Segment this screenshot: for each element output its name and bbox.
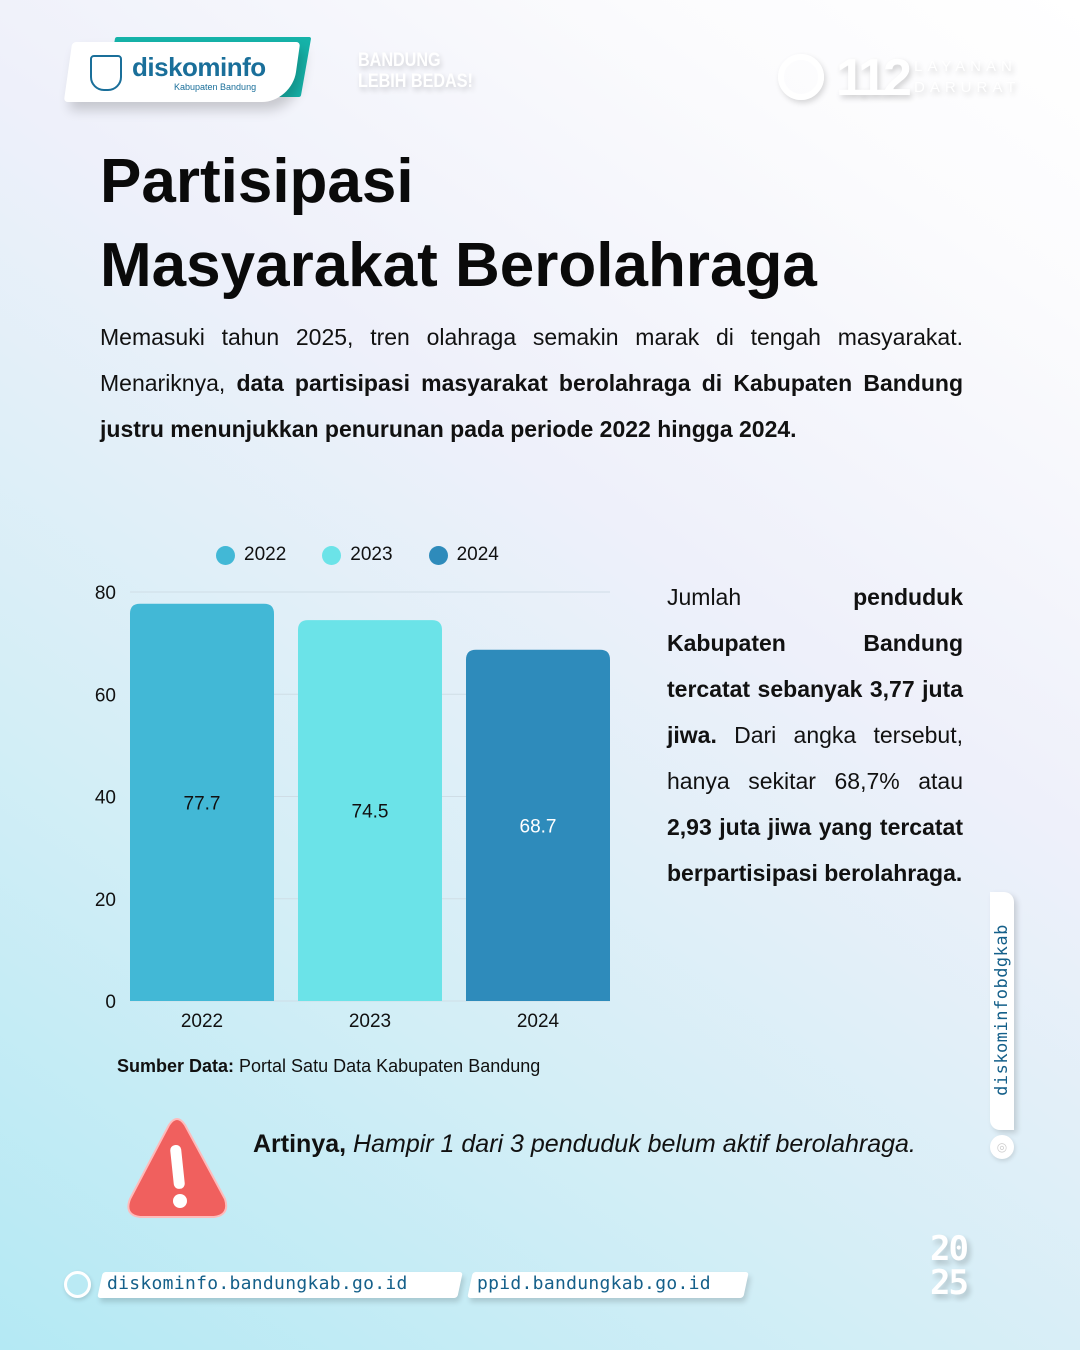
logo-sub: Kabupaten Bandung	[174, 82, 257, 92]
data-source: Sumber Data: Portal Satu Data Kabupaten …	[117, 1056, 541, 1076]
instagram-icon[interactable]: ◎	[990, 1135, 1014, 1159]
y-tick-label: 80	[95, 583, 116, 604]
legend-item-2022: 2022	[216, 544, 286, 566]
page-title: Partisipasi Masyarakat Berolahraga	[100, 147, 817, 300]
x-tick-label: 2022	[181, 1011, 223, 1032]
chart-legend: 2022 2023 2024	[216, 544, 499, 566]
data-label: 77.7	[184, 793, 221, 814]
bar-2023	[298, 620, 442, 1001]
y-tick-label: 40	[95, 788, 116, 809]
intro-paragraph: Memasuki tahun 2025, tren olahraga semak…	[100, 324, 963, 442]
population-paragraph: Jumlah penduduk Kabupaten Bandung tercat…	[667, 584, 963, 886]
chat-face-icon	[778, 54, 824, 100]
globe-icon	[64, 1271, 91, 1298]
x-tick-label: 2024	[517, 1011, 560, 1032]
crest-icon	[90, 55, 122, 91]
slogan: BANDUNG LEBIH BEDAS!	[358, 50, 473, 92]
emergency-number: 112	[836, 49, 912, 107]
conclusion: Artinya, Hampir 1 dari 3 penduduk belum …	[253, 1130, 916, 1158]
data-label: 74.5	[352, 802, 389, 823]
social-handle[interactable]: diskominfobdgkab	[992, 924, 1012, 1096]
website-link[interactable]: diskominfo.bandungkab.go.id	[107, 1273, 408, 1294]
ppid-link[interactable]: ppid.bandungkab.go.id	[477, 1273, 711, 1294]
bar-chart: 0 20 40 60 80 77.7 2022 74.5 2023 68.7 2024	[95, 583, 610, 1032]
emergency-label: LAYANAN DARURAT	[914, 58, 1021, 96]
legend-item-2024: 2024	[428, 544, 499, 566]
year-mark: 20 25	[930, 1229, 969, 1303]
y-tick-label: 20	[95, 890, 116, 911]
x-tick-label: 2023	[349, 1011, 391, 1032]
legend-item-2023: 2023	[322, 544, 393, 566]
data-label: 68.7	[520, 816, 557, 837]
bar-2024	[466, 649, 610, 1001]
y-tick-label: 0	[105, 992, 116, 1013]
bar-2022	[130, 603, 274, 1001]
warning-icon	[127, 1118, 228, 1218]
y-tick-label: 60	[95, 685, 116, 706]
logo-name: diskominfo	[132, 52, 266, 82]
social-tab	[990, 892, 1014, 1130]
